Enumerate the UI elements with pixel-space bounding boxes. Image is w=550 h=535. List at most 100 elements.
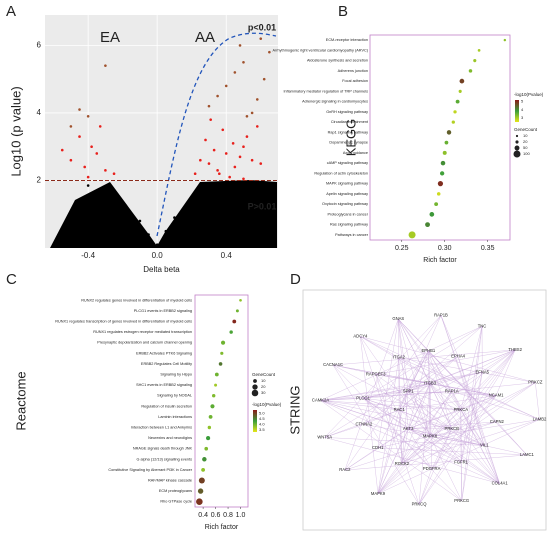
- node-label: ROCK2: [395, 461, 410, 466]
- edge: [399, 409, 485, 446]
- edge: [344, 447, 378, 471]
- annotation: p<0.01: [248, 22, 276, 32]
- edge: [428, 351, 452, 392]
- edge: [457, 356, 485, 446]
- point: [233, 71, 237, 74]
- node-label: ADCY4: [353, 334, 368, 339]
- point: [155, 243, 159, 246]
- edge: [495, 349, 516, 396]
- panel-letter: C: [6, 271, 17, 288]
- edge: [429, 383, 485, 446]
- point: [90, 145, 93, 148]
- node-label: MAPK8: [423, 434, 438, 439]
- category-label: Inflammatory mediator regulation of TRP …: [284, 89, 369, 93]
- category-label: Rho GTPase cycle: [160, 500, 192, 504]
- node-label: RAC1: [394, 407, 406, 412]
- category-label: Signaling by Hippo: [160, 373, 192, 377]
- edge: [451, 428, 500, 484]
- edge: [377, 421, 497, 449]
- category-label: Interaction between L1 and Ankyrins: [131, 426, 192, 430]
- point: [238, 155, 242, 159]
- node-label: FGFR1: [454, 460, 468, 465]
- category-label: Presynaptic depolarization and calcium c…: [97, 341, 192, 345]
- x-axis-label: Delta beta: [143, 265, 180, 274]
- x-tick-label: 0.25: [395, 245, 409, 252]
- edge: [451, 349, 516, 392]
- node-label: RAP1B: [434, 313, 448, 318]
- point: [204, 138, 207, 142]
- edge: [451, 391, 540, 420]
- edge: [344, 421, 497, 471]
- annotation: AA: [195, 29, 215, 46]
- edge: [429, 391, 452, 437]
- node-label: MAPK9: [371, 491, 386, 496]
- category-label: Adherens junction: [338, 69, 368, 73]
- edge: [451, 349, 516, 429]
- edge: [375, 374, 452, 429]
- edge: [461, 372, 483, 501]
- edge: [363, 398, 462, 463]
- dot: [232, 319, 237, 324]
- point: [207, 104, 211, 108]
- dot: [212, 394, 216, 398]
- edge: [377, 409, 400, 494]
- edge: [320, 326, 483, 401]
- point: [190, 202, 194, 206]
- edge: [429, 395, 497, 437]
- color-tick-label: 4.5: [259, 416, 265, 421]
- point: [216, 169, 219, 172]
- edge: [440, 315, 459, 357]
- legend-title: GeneCount: [514, 127, 538, 132]
- edge: [429, 349, 516, 384]
- node-label: PRKCQ: [412, 502, 428, 507]
- point: [259, 162, 263, 165]
- edge: [408, 391, 462, 502]
- category-label: Adrenergic signaling in cardiomyocytes: [302, 100, 368, 104]
- category-label: Regulation of insulin secretion: [141, 404, 192, 408]
- point: [78, 135, 81, 138]
- edge: [418, 468, 432, 505]
- point: [242, 145, 245, 148]
- dot: [207, 425, 212, 430]
- x-tick-label: 0.35: [481, 245, 495, 252]
- point: [86, 184, 90, 187]
- edge: [320, 398, 364, 401]
- point: [268, 50, 271, 54]
- dot: [436, 192, 441, 196]
- edge: [360, 336, 431, 437]
- edge: [377, 409, 461, 494]
- dot: [442, 150, 447, 155]
- legend-title: GeneCount: [252, 372, 276, 377]
- edge: [398, 357, 536, 383]
- dot: [437, 181, 444, 187]
- edge: [460, 326, 483, 463]
- size-tick-label: 50: [523, 145, 528, 150]
- point: [245, 135, 249, 138]
- node-label: ITGA2: [393, 355, 406, 360]
- size-key: [253, 379, 257, 383]
- size-key: [515, 134, 519, 138]
- category-label: PLCG1 events in ERBB2 signaling: [134, 309, 192, 313]
- dot: [425, 222, 430, 228]
- point: [231, 142, 235, 145]
- edge: [418, 383, 431, 505]
- point: [207, 162, 211, 165]
- point: [138, 219, 142, 223]
- edge: [363, 424, 500, 484]
- dot: [458, 89, 462, 93]
- edge: [360, 336, 379, 494]
- color-bar: [253, 410, 257, 432]
- point: [207, 192, 211, 196]
- node-label: THBS2: [508, 347, 522, 352]
- dot: [204, 446, 209, 451]
- edge: [460, 462, 462, 501]
- edge: [363, 398, 462, 502]
- point: [255, 125, 259, 128]
- dot: [197, 488, 204, 494]
- node-label: TNC: [478, 323, 487, 328]
- x-tick-label: 0.8: [223, 512, 233, 519]
- node-label: PDGFRA: [423, 466, 441, 471]
- node-label: CACNA1C: [323, 362, 343, 367]
- point: [209, 118, 212, 121]
- dot: [408, 231, 416, 239]
